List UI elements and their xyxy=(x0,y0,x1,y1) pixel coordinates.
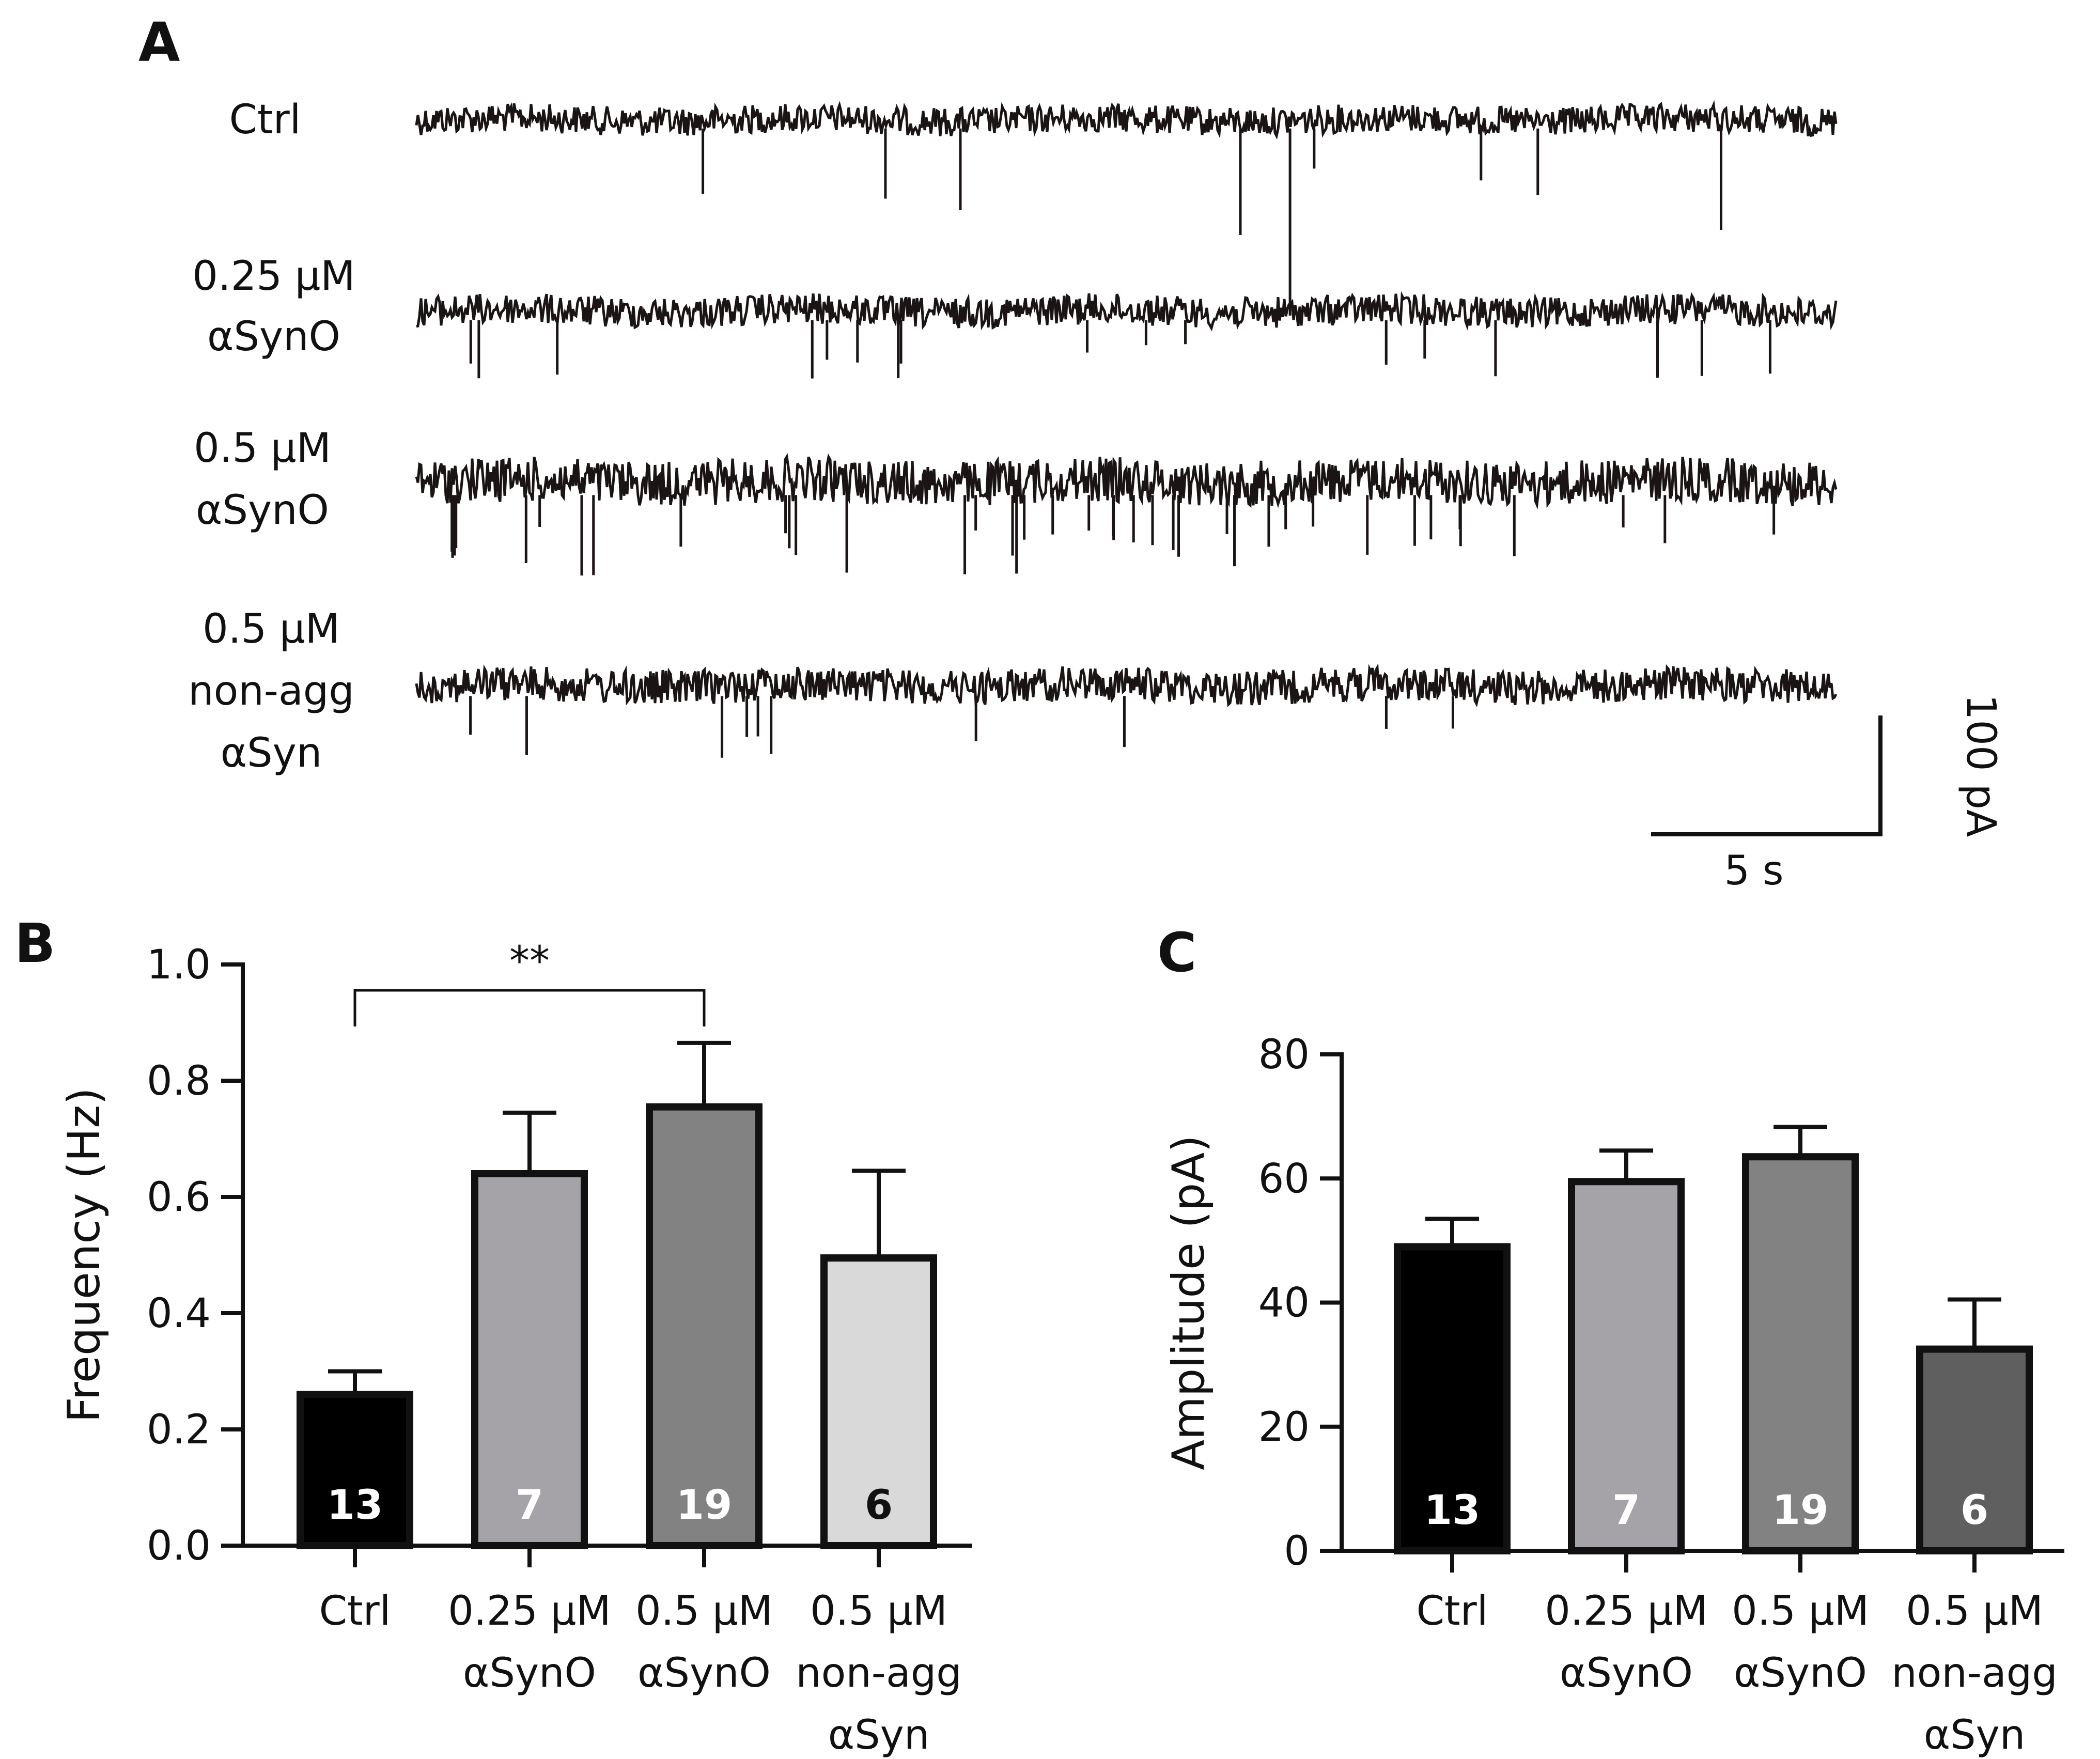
trace-baseline xyxy=(415,663,1838,707)
x-tick-label: 0.25 µM xyxy=(448,1588,611,1635)
x-tick-label: 0.5 µM xyxy=(1732,1588,1869,1635)
significance-label: ** xyxy=(509,938,550,985)
trace-label: 0.5 µM xyxy=(203,606,340,652)
x-tick-label: αSynO xyxy=(637,1650,771,1696)
x-tick-label: 0.5 µM xyxy=(810,1588,947,1635)
trace-baseline xyxy=(416,291,1838,332)
scale-bar-y-label: 100 pA xyxy=(1957,694,2004,837)
x-tick-label: 0.5 µM xyxy=(635,1588,773,1635)
trace-label: 0.5 µM xyxy=(194,425,331,472)
bar-n-label: 19 xyxy=(1772,1487,1829,1534)
x-tick-label: αSyn xyxy=(828,1712,930,1758)
y-tick-label: 60 xyxy=(1258,1156,1310,1202)
y-tick-label: 0.2 xyxy=(147,1407,211,1453)
amplitude-axis-title: Amplitude (pA) xyxy=(1163,1135,1215,1470)
trace-label: αSynO xyxy=(196,487,329,534)
bar xyxy=(297,1391,413,1549)
scale-bar: 5 s 100 pA xyxy=(1651,694,2004,894)
trace-baseline xyxy=(415,100,1838,140)
bar xyxy=(646,1103,763,1549)
y-tick-label: 0.6 xyxy=(147,1174,211,1221)
amplitude-bar-chart: Amplitude (pA) 0 20 40 60 80 13 Ctrl 7 0.25 µM αS… xyxy=(1163,1032,2064,1758)
bar-n-label: 7 xyxy=(516,1482,543,1529)
bar-n-label: 13 xyxy=(1424,1487,1481,1534)
x-tick-label: 0.5 µM xyxy=(1906,1588,2043,1635)
trace-label: Ctrl xyxy=(229,97,301,143)
bar-n-label: 6 xyxy=(1961,1487,1988,1534)
y-tick-label: 20 xyxy=(1258,1404,1310,1451)
y-tick-label: 0.0 xyxy=(147,1523,211,1569)
bar-n-label: 19 xyxy=(676,1482,733,1529)
x-tick-label: Ctrl xyxy=(1417,1588,1488,1635)
panel-letter-a: A xyxy=(138,11,180,74)
x-tick-label: αSynO xyxy=(463,1650,596,1696)
trace-label: αSynO xyxy=(207,314,340,360)
trace-panel: Ctrl 0.25 µM αSynO 0.5 µM αSynO 0.5 µM non-agg… xyxy=(188,97,1838,776)
frequency-axis-title: Frequency (Hz) xyxy=(58,1087,110,1423)
bar-n-label: 13 xyxy=(327,1482,383,1529)
y-tick-label: 0.8 xyxy=(147,1058,211,1104)
x-tick-label: Ctrl xyxy=(319,1588,391,1635)
y-tick-label: 1.0 xyxy=(147,942,211,988)
bar-n-label: 7 xyxy=(1612,1487,1640,1534)
x-tick-label: αSyn xyxy=(1924,1712,2026,1758)
y-tick-label: 0 xyxy=(1284,1528,1310,1575)
y-tick-label: 40 xyxy=(1258,1280,1310,1327)
trace-baseline xyxy=(415,453,1838,510)
frequency-bar-chart: Frequency (Hz) 0.0 0.2 0.4 0.6 0.8 1.0 13 Ctrl 7… xyxy=(58,938,972,1758)
panel-letter-c: C xyxy=(1157,921,1196,984)
bar-n-label: 6 xyxy=(865,1482,893,1529)
panel-letter-b: B xyxy=(14,912,55,975)
y-tick-label: 0.4 xyxy=(147,1290,211,1337)
x-tick-label: non-agg xyxy=(1891,1650,2058,1696)
x-tick-label: 0.25 µM xyxy=(1545,1588,1707,1635)
bar xyxy=(1394,1243,1511,1554)
x-tick-label: non-agg xyxy=(796,1650,962,1696)
significance-bracket xyxy=(353,989,706,1026)
trace-label: 0.25 µM xyxy=(192,253,355,300)
y-tick-label: 80 xyxy=(1258,1032,1310,1078)
trace-label: non-agg xyxy=(188,668,354,714)
trace-label: αSyn xyxy=(221,730,322,776)
scale-bar-x-label: 5 s xyxy=(1724,848,1783,894)
x-tick-label: αSynO xyxy=(1734,1650,1867,1696)
bar xyxy=(1742,1153,1859,1555)
x-tick-label: αSynO xyxy=(1560,1650,1693,1696)
